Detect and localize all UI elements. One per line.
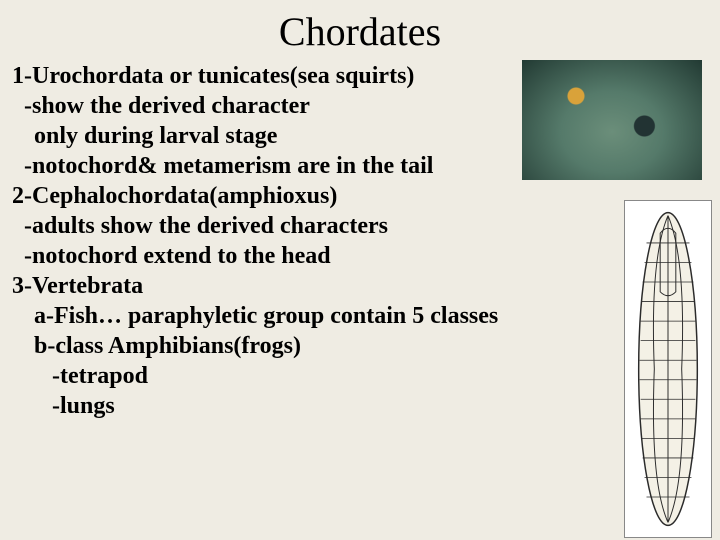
line-5: 2-Cephalochordata(amphioxus) (12, 181, 708, 211)
sea-squirt-photo-inner (522, 60, 702, 180)
amphioxus-svg (625, 201, 711, 537)
amphioxus-diagram (624, 200, 712, 538)
line-11: -tetrapod (12, 361, 708, 391)
slide-title: Chordates (12, 8, 708, 55)
slide: Chordates 1-Urochordata or tunicates(sea… (0, 0, 720, 540)
line-12: -lungs (12, 391, 708, 421)
line-7: -notochord extend to the head (12, 241, 708, 271)
line-6: -adults show the derived characters (12, 211, 708, 241)
sea-squirt-photo (522, 60, 702, 180)
line-9: a-Fish… paraphyletic group contain 5 cla… (12, 301, 708, 331)
line-8: 3-Vertebrata (12, 271, 708, 301)
line-10: b-class Amphibians(frogs) (12, 331, 708, 361)
